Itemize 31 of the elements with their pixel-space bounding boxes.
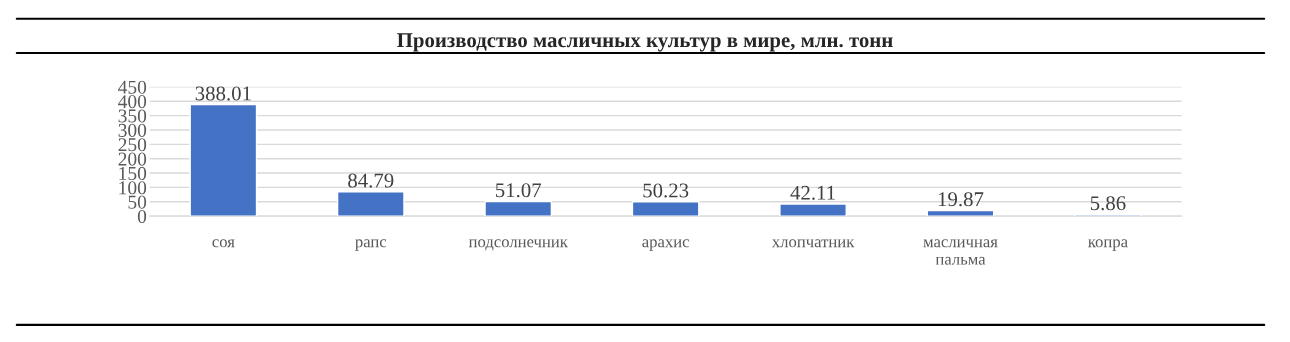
y-tick-label: 0 — [137, 209, 147, 224]
x-tick-label: рапс — [355, 239, 387, 251]
y-tick-label: 350 — [118, 109, 147, 123]
y-tick-label: 50 — [128, 195, 147, 209]
x-tick-label: масличная пальма — [923, 239, 998, 265]
y-tick-label: 300 — [118, 123, 147, 137]
x-tick-label: копра — [1088, 239, 1128, 251]
data-label: 42.11 — [790, 185, 835, 200]
data-label: 19.87 — [938, 192, 984, 207]
data-label: 5.86 — [1090, 196, 1126, 211]
y-tick-label: 150 — [119, 166, 147, 180]
x-tick-label: соя — [212, 239, 235, 248]
x-tick-label: арахис — [642, 239, 690, 251]
y-tick-label: 200 — [118, 152, 147, 166]
chart-title: Производство масличных культур в мире, млн. тонн — [397, 33, 893, 52]
x-tick-label: подсолнечник — [468, 239, 568, 251]
data-label: 51.07 — [495, 183, 542, 198]
data-label: 388.01 — [195, 86, 251, 101]
y-tick-label: 100 — [119, 181, 147, 195]
bar — [926, 209, 995, 217]
bar — [189, 103, 258, 217]
x-tick-label: хлопчатник — [771, 239, 855, 248]
bar — [484, 200, 553, 217]
bar — [631, 201, 700, 217]
y-tick-label: 400 — [118, 95, 147, 109]
data-label: 50.23 — [643, 183, 689, 198]
data-label: 84.79 — [348, 173, 394, 188]
y-tick-label: 450 — [118, 80, 147, 94]
bar — [779, 203, 847, 217]
y-tick-label: 250 — [118, 138, 147, 152]
bar — [336, 191, 405, 217]
